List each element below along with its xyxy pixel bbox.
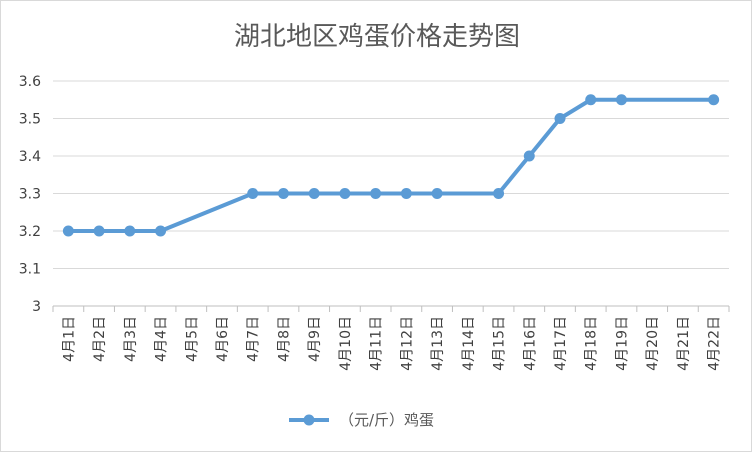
data-point [277, 188, 289, 199]
data-point [62, 225, 74, 237]
legend: （元/斤）鸡蛋 [289, 411, 434, 429]
x-tick-label: 4月14日 [461, 316, 477, 371]
legend-marker [303, 414, 315, 426]
x-tick-label: 4月22日 [707, 316, 723, 371]
y-tick-label: 3.1 [19, 262, 41, 278]
y-tick-label: 3.5 [19, 112, 41, 128]
data-point [400, 188, 412, 199]
legend-label: （元/斤）鸡蛋 [339, 411, 434, 429]
data-point [370, 188, 382, 199]
data-point [523, 150, 535, 162]
x-tick-label: 4月18日 [584, 316, 600, 371]
x-tick-label: 4月5日 [184, 316, 200, 362]
data-point [615, 94, 627, 106]
x-tick-label: 4月17日 [553, 316, 569, 371]
x-tick-label: 4月13日 [430, 316, 446, 371]
x-tick-label: 4月16日 [522, 316, 538, 371]
x-tick-label: 4月15日 [492, 316, 508, 371]
x-tick-label: 4月6日 [215, 316, 231, 362]
data-point [554, 113, 566, 124]
data-point [308, 188, 320, 199]
data-point [585, 94, 597, 106]
x-tick-label: 4月7日 [246, 316, 262, 362]
x-tick-label: 4月4日 [154, 316, 170, 362]
y-tick-label: 3 [32, 299, 41, 315]
x-tick-label: 4月3日 [123, 316, 139, 362]
series-line [68, 97, 714, 233]
data-point [339, 188, 351, 199]
x-tick-label: 4月8日 [276, 316, 292, 362]
y-tick-label: 3.2 [19, 224, 41, 240]
data-point [93, 225, 105, 237]
x-tick-label: 4月9日 [307, 316, 323, 362]
data-point [708, 94, 720, 106]
y-tick-label: 3.3 [19, 187, 41, 203]
x-tick-label: 4月2日 [92, 316, 108, 362]
chart-title: 湖北地区鸡蛋价格走势图 [234, 22, 520, 52]
y-tick-label: 3.6 [19, 74, 41, 90]
x-tick-label: 4月10日 [338, 316, 354, 371]
data-point [247, 188, 259, 199]
data-point [431, 188, 443, 199]
x-tick-label: 4月1日 [61, 316, 77, 362]
x-tick-label: 4月11日 [369, 316, 385, 371]
data-point [124, 225, 136, 237]
x-tick-label: 4月20日 [645, 316, 661, 371]
y-axis: 3 3.1 3.2 3.3 3.4 3.5 3.6 [19, 74, 41, 315]
x-axis: 4月1日 4月2日 4月3日 4月4日 4月5日 4月6日 4月7日 4月8日 4月9日 4月10… [52, 306, 730, 371]
x-tick-label: 4月19日 [614, 316, 630, 371]
y-tick-label: 3.4 [19, 149, 41, 165]
series-group [62, 94, 720, 237]
x-tick-label: 4月21日 [676, 316, 692, 371]
data-point [493, 188, 505, 199]
x-tick-label: 4月12日 [399, 316, 415, 371]
data-point [155, 225, 167, 237]
